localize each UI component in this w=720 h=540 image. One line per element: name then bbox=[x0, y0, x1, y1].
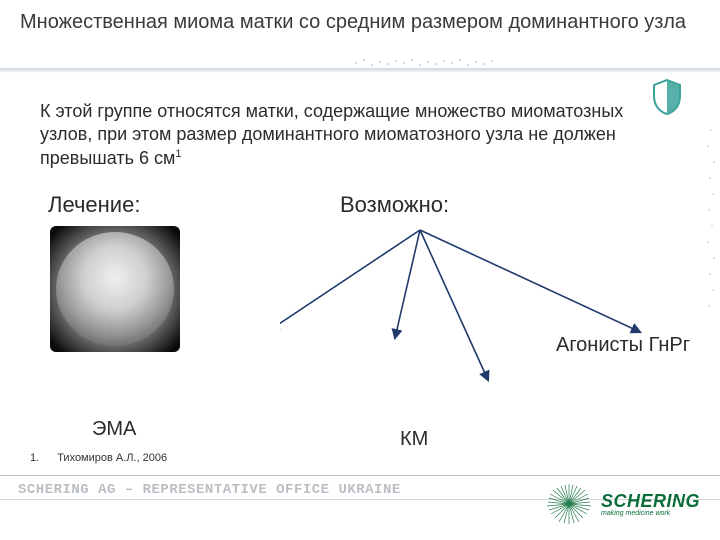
content-area: К этой группе относятся матки, содержащи… bbox=[40, 100, 680, 352]
slide: Множественная миома матки со средним раз… bbox=[0, 0, 720, 540]
schering-logo: SCHERING making medicine work bbox=[545, 482, 700, 526]
two-column-row: Лечение: Возможно: bbox=[40, 192, 680, 352]
left-column: Лечение: bbox=[40, 192, 240, 352]
schering-burst-icon bbox=[545, 482, 593, 526]
ema-label: ЭМА bbox=[92, 418, 136, 441]
treatment-label: Лечение: bbox=[48, 192, 240, 218]
slide-title: Множественная миома матки со средним раз… bbox=[20, 10, 700, 35]
km-label: КМ bbox=[400, 428, 428, 451]
right-column: Возможно: Агонисты ГнРг bbox=[280, 192, 680, 218]
paragraph-text: К этой группе относятся матки, содержащи… bbox=[40, 101, 623, 168]
paragraph-superscript: 1 bbox=[175, 148, 181, 160]
schering-name: SCHERING bbox=[601, 492, 700, 510]
shield-icon bbox=[650, 78, 684, 116]
medical-image bbox=[50, 226, 180, 352]
reference-number: 1. bbox=[30, 452, 39, 464]
possible-label: Возможно: bbox=[340, 192, 680, 218]
arrows-diagram bbox=[280, 220, 700, 400]
reference: 1. Тихомиров А.Л., 2006 bbox=[30, 452, 167, 464]
decorative-dots-top bbox=[350, 54, 510, 72]
footer-text: SCHERING AG – REPRESENTATIVE OFFICE UKRA… bbox=[18, 482, 401, 498]
agonists-label: Агонисты ГнРг bbox=[556, 334, 690, 357]
schering-tagline: making medicine work bbox=[601, 510, 700, 517]
footer-rule-1 bbox=[0, 475, 720, 476]
title-area: Множественная миома матки со средним раз… bbox=[0, 0, 720, 43]
schering-text-block: SCHERING making medicine work bbox=[601, 492, 700, 517]
decorative-dots-right bbox=[702, 120, 720, 320]
description-paragraph: К этой группе относятся матки, содержащи… bbox=[40, 100, 680, 170]
reference-text: Тихомиров А.Л., 2006 bbox=[57, 452, 167, 464]
